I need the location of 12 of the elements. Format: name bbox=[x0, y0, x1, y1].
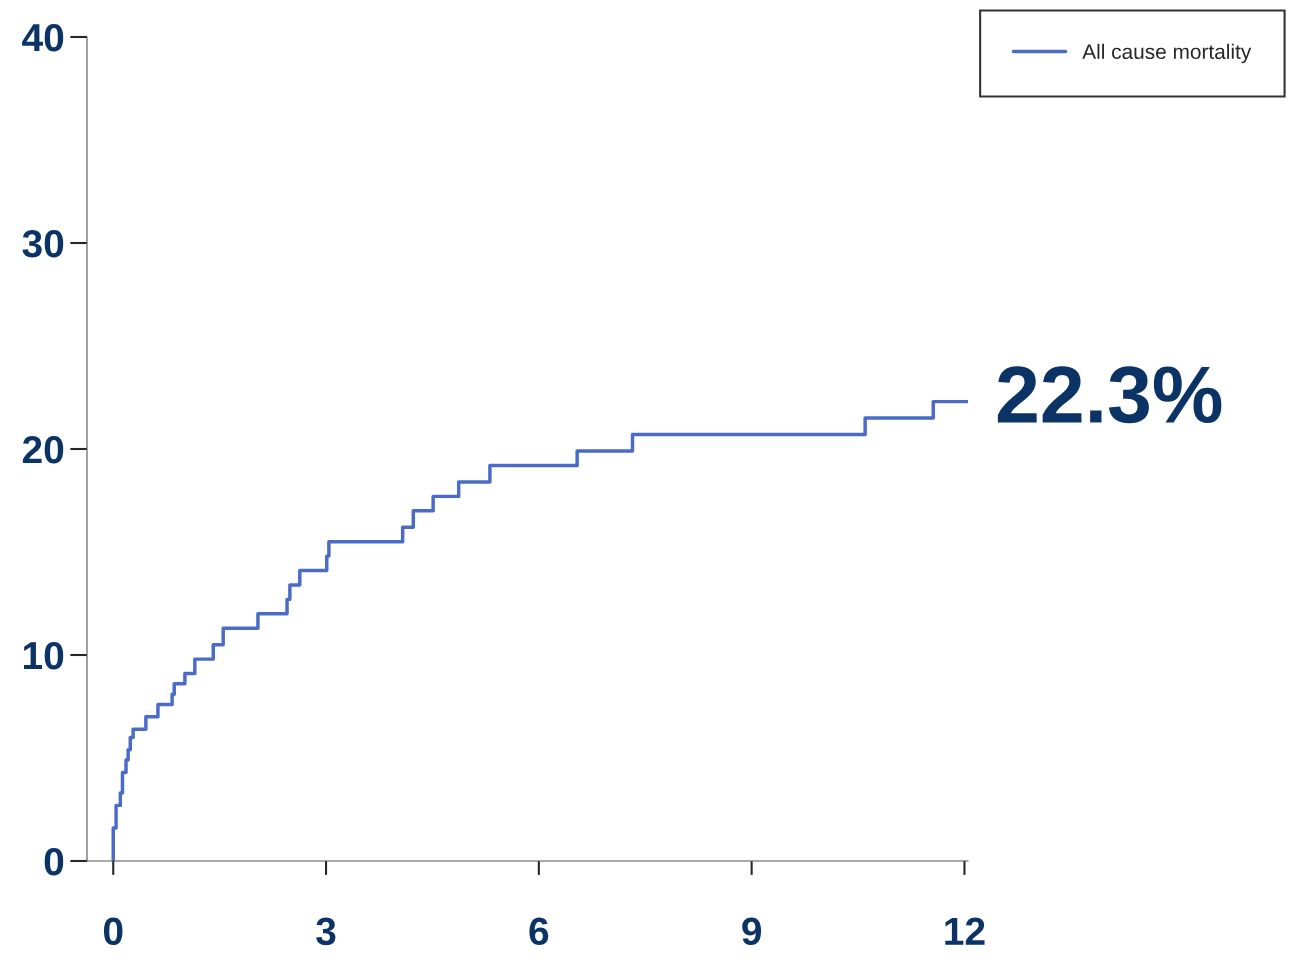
y-tick-label: 0 bbox=[44, 847, 64, 876]
y-tick-label: 30 bbox=[22, 229, 64, 258]
x-tick-label: 9 bbox=[742, 917, 762, 946]
y-tick-label: 20 bbox=[22, 435, 64, 464]
y-tick-label: 10 bbox=[23, 641, 64, 670]
x-tick-label: 12 bbox=[945, 917, 985, 945]
annotation: 22.3% bbox=[997, 366, 1222, 424]
x-tick-label: 0 bbox=[103, 917, 123, 946]
y-tick-label: 40 bbox=[22, 23, 64, 52]
legend-label: All cause mortality bbox=[1082, 43, 1252, 64]
x-tick-label: 3 bbox=[316, 917, 336, 946]
x-tick-label: 6 bbox=[529, 917, 549, 946]
